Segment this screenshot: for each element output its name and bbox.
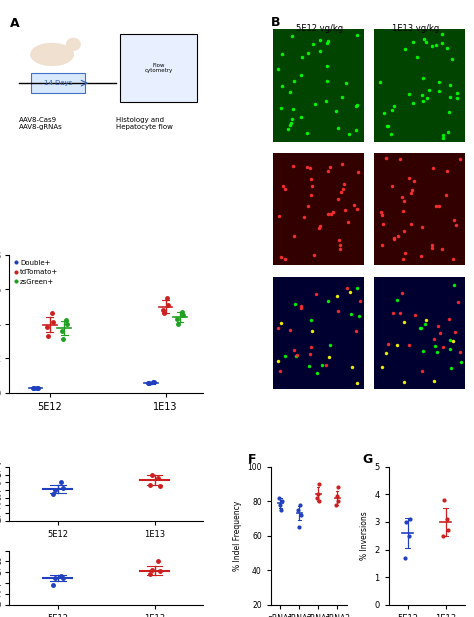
Ellipse shape xyxy=(31,44,73,65)
Y-axis label: % Inversions: % Inversions xyxy=(360,511,369,560)
Legend: Double+, tdTomato+, zsGreen+: Double+, tdTomato+, zsGreen+ xyxy=(13,259,60,286)
Ellipse shape xyxy=(67,38,80,50)
Bar xyxy=(273,30,364,142)
FancyBboxPatch shape xyxy=(31,73,85,93)
Text: 1E13 vg/kg: 1E13 vg/kg xyxy=(392,23,440,33)
Text: 5E12 vg/kg: 5E12 vg/kg xyxy=(296,23,343,33)
Bar xyxy=(273,153,364,265)
Text: Flow
cytometry: Flow cytometry xyxy=(145,62,173,73)
Bar xyxy=(273,277,364,389)
Text: G: G xyxy=(362,453,372,466)
Text: B: B xyxy=(271,16,281,29)
Bar xyxy=(374,277,465,389)
Bar xyxy=(374,153,465,265)
Y-axis label: % Indel Frequency: % Indel Frequency xyxy=(233,500,242,571)
FancyBboxPatch shape xyxy=(120,35,197,102)
Text: A: A xyxy=(9,17,19,30)
Bar xyxy=(374,30,465,142)
Text: 14 Days: 14 Days xyxy=(44,80,72,86)
Text: Histology and
Hepatocyte flow: Histology and Hepatocyte flow xyxy=(116,117,173,130)
Text: F: F xyxy=(248,453,256,466)
Text: AAV8-Cas9
AAV8-gRNAs: AAV8-Cas9 AAV8-gRNAs xyxy=(19,117,63,130)
